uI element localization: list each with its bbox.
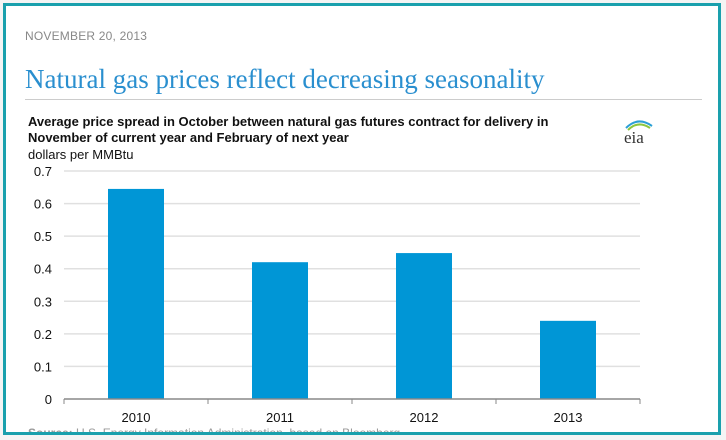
x-tick-label: 2010 [122, 410, 151, 425]
y-tick-label: 0.4 [34, 262, 52, 277]
bar-2013 [540, 320, 596, 399]
bar-2011 [252, 262, 308, 399]
article-date: NOVEMBER 20, 2013 [25, 29, 148, 43]
y-tick-label: 0.6 [34, 197, 52, 212]
bar-chart: 0 0.1 0.2 0.3 0.4 0.5 0.6 0.7 2010 2011 2012 2013 [34, 164, 641, 425]
y-tick-label: 0.3 [34, 294, 52, 309]
bar-2012 [396, 253, 452, 399]
source-text: U.S. Energy Information Administration, … [72, 426, 401, 435]
x-tick-label: 2012 [410, 410, 439, 425]
svg-text:eia: eia [624, 128, 644, 146]
y-tick-label: 0.7 [34, 164, 52, 179]
source-label: Source: [28, 426, 73, 435]
y-tick-label: 0 [45, 392, 52, 407]
y-tick-label: 0.1 [34, 359, 52, 374]
article-frame: NOVEMBER 20, 2013 Natural gas prices ref… [3, 3, 721, 435]
y-axis-label: dollars per MMBtu [28, 147, 134, 162]
divider [25, 99, 702, 100]
article-headline[interactable]: Natural gas prices reflect decreasing se… [25, 64, 545, 94]
x-tick-label: 2011 [266, 410, 294, 425]
x-tick-label: 2013 [554, 410, 583, 425]
source-note: Source: U.S. Energy Information Administ… [28, 426, 401, 435]
y-tick-label: 0.2 [34, 327, 52, 342]
y-tick-label: 0.5 [34, 229, 52, 244]
chart-title: Average price spread in October between … [28, 114, 549, 145]
bar-2010 [108, 188, 164, 399]
eia-logo: eia [624, 120, 653, 146]
